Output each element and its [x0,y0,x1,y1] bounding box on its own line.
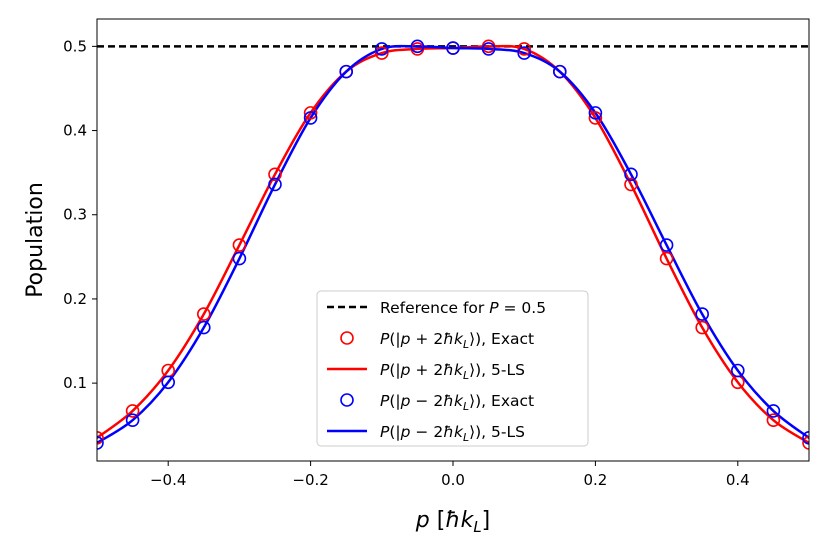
x-tick-label: 0.0 [441,471,465,489]
data-point-series1 [161,375,175,390]
plot-area [97,39,809,450]
legend-minus-exact-label: P(|p − 2ħkL⟩), Exact [380,392,534,413]
data-point-series0 [588,111,603,125]
data-point-series1 [410,39,425,54]
legend-minus-5ls-label: P(|p − 2ħkL⟩), 5-LS [380,423,525,444]
data-point-series1 [481,42,496,56]
y-axis-label: Population [23,182,48,298]
data-point-series1 [802,431,809,445]
data-point-series0 [802,436,809,450]
legend-reference-label: Reference for P = 0.5 [380,299,546,317]
x-tick-label: 0.4 [726,471,750,489]
legend-plus-exact-label: P(|p + 2ħkL⟩), Exact [380,330,534,351]
data-point-series0 [303,106,318,120]
data-point-series0 [125,404,140,418]
data-point-series1 [446,41,460,55]
legend: Reference for P = 0.5 P(|p + 2ħkL⟩), Exa… [316,290,589,447]
data-point-series1 [624,167,638,182]
data-point-series0 [624,177,638,192]
legend-box [316,290,589,447]
data-point-series0 [268,167,282,182]
data-point-series1 [97,436,104,450]
data-point-series0 [695,320,710,335]
y-tick-label: 0.3 [63,206,87,224]
x-axis: −0.4 −0.2 0.0 0.2 0.4 [150,461,750,489]
data-point-series1 [552,64,567,79]
data-point-series0 [766,413,781,427]
data-point-series1 [303,111,318,125]
legend-minus-exact-marker [340,393,354,407]
y-tick-label: 0.2 [63,290,87,308]
x-axis-label: p [ħkL] [415,508,491,536]
data-point-series1 [517,46,532,60]
y-tick-label: 0.4 [63,122,87,140]
data-point-series0 [197,307,211,321]
data-point-series1 [695,307,710,321]
data-point-series1 [588,106,603,120]
legend-plus-5ls-label: P(|p + 2ħkL⟩), 5-LS [380,361,525,382]
data-point-series1 [766,404,781,418]
x-tick-label: 0.2 [583,471,607,489]
data-point-series1 [659,238,674,252]
series-line-1 [97,44,809,444]
legend-plus-exact-marker [340,331,354,345]
data-point-series1 [197,320,211,335]
data-point-series0 [659,251,674,266]
y-tick-label: 0.1 [63,374,87,392]
data-point-series0 [517,42,532,56]
y-tick-label: 0.5 [63,37,87,55]
y-axis: 0.1 0.2 0.3 0.4 0.5 [63,37,97,392]
data-point-series1 [268,177,282,192]
data-point-series1 [125,413,140,427]
data-point-series1 [339,64,354,79]
x-tick-label: −0.2 [292,471,328,489]
data-point-series0 [97,431,104,445]
data-point-series0 [374,46,389,60]
x-tick-label: −0.4 [150,471,186,489]
data-point-series1 [232,251,247,266]
data-point-series1 [730,363,745,378]
data-point-series0 [232,238,247,252]
data-point-series1 [374,42,389,56]
